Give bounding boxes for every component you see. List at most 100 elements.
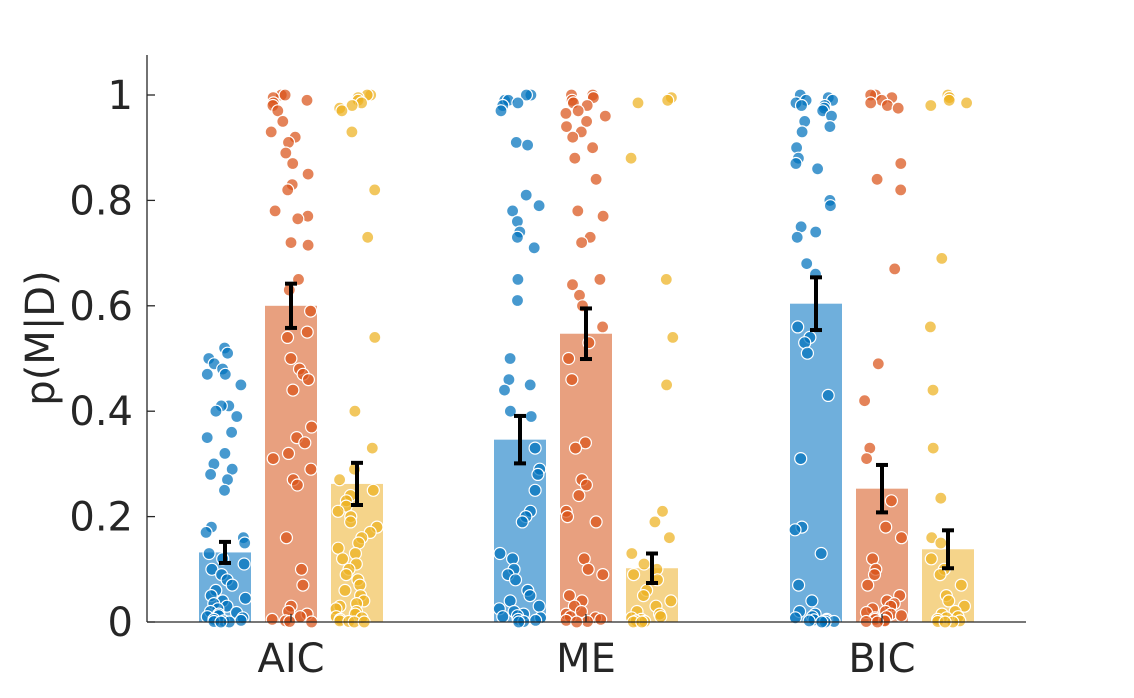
data-point bbox=[497, 383, 512, 397]
data-point bbox=[509, 135, 523, 149]
y-tick-label: 0.8 bbox=[69, 178, 133, 224]
data-point bbox=[221, 346, 235, 360]
data-point bbox=[800, 346, 815, 360]
data-point bbox=[279, 146, 293, 160]
data-point bbox=[290, 478, 304, 492]
data-point bbox=[871, 357, 885, 371]
data-point bbox=[527, 241, 541, 255]
data-point bbox=[926, 383, 940, 397]
data-point bbox=[520, 138, 535, 152]
data-point bbox=[562, 588, 577, 603]
data-point bbox=[199, 525, 213, 540]
y-tick-label: 1 bbox=[108, 73, 133, 119]
data-point bbox=[794, 452, 808, 466]
data-point bbox=[598, 109, 612, 123]
data-point bbox=[264, 125, 278, 139]
data-point bbox=[565, 278, 580, 292]
data-point bbox=[589, 172, 603, 186]
data-point bbox=[286, 383, 300, 397]
data-point bbox=[595, 320, 610, 334]
data-point bbox=[225, 578, 239, 592]
data-point bbox=[368, 183, 382, 197]
data-point bbox=[661, 93, 675, 107]
data-point bbox=[934, 491, 948, 505]
data-point bbox=[304, 304, 318, 318]
data-point bbox=[800, 257, 814, 271]
data-point bbox=[923, 320, 938, 334]
data-point bbox=[301, 238, 315, 252]
data-point bbox=[561, 351, 576, 366]
data-point bbox=[626, 567, 641, 582]
data-point bbox=[884, 494, 899, 508]
data-point bbox=[209, 404, 223, 418]
data-point bbox=[942, 594, 956, 608]
y-axis-label: p(M|D) bbox=[18, 270, 64, 405]
data-point bbox=[814, 546, 828, 561]
y-tick-label: 0 bbox=[108, 600, 133, 646]
data-point bbox=[823, 119, 837, 134]
data-point bbox=[532, 599, 546, 613]
data-point bbox=[585, 141, 600, 155]
data-point bbox=[348, 404, 362, 418]
data-point bbox=[361, 230, 375, 244]
data-point bbox=[237, 557, 251, 571]
data-point bbox=[234, 613, 248, 628]
data-point bbox=[864, 96, 878, 110]
data-point bbox=[218, 367, 232, 381]
data-point bbox=[238, 591, 252, 605]
data-point bbox=[333, 473, 347, 487]
data-point bbox=[942, 93, 956, 107]
data-point bbox=[300, 93, 314, 107]
data-point bbox=[565, 373, 579, 387]
x-tick-label-bic: BIC bbox=[848, 636, 915, 682]
y-tick-label: 0.2 bbox=[69, 495, 133, 541]
data-point bbox=[891, 101, 905, 115]
data-point bbox=[519, 88, 534, 102]
data-point bbox=[954, 578, 968, 592]
data-point bbox=[935, 251, 949, 265]
data-point bbox=[589, 515, 603, 529]
data-point bbox=[810, 162, 825, 176]
data-point bbox=[531, 467, 545, 481]
data-point bbox=[345, 98, 359, 113]
data-point bbox=[861, 578, 875, 592]
data-point bbox=[266, 452, 280, 466]
data-point bbox=[924, 552, 938, 566]
data-point bbox=[284, 351, 298, 366]
data-point bbox=[336, 552, 350, 566]
data-point bbox=[200, 431, 214, 445]
data-point bbox=[880, 98, 895, 113]
data-point bbox=[596, 567, 610, 582]
data-point bbox=[790, 230, 804, 244]
data-point bbox=[528, 441, 542, 455]
data-point bbox=[572, 488, 586, 503]
data-point bbox=[505, 204, 520, 218]
data-point bbox=[802, 614, 816, 628]
data-point bbox=[791, 578, 806, 592]
data-point bbox=[305, 420, 319, 434]
data-point bbox=[794, 98, 809, 113]
data-point bbox=[510, 293, 525, 308]
data-point bbox=[284, 236, 298, 250]
axes-layer bbox=[146, 55, 1026, 623]
data-point bbox=[894, 609, 909, 623]
data-point bbox=[581, 562, 595, 576]
data-point bbox=[238, 536, 252, 550]
data-point bbox=[568, 151, 582, 165]
data-point bbox=[300, 325, 314, 339]
data-point bbox=[496, 610, 510, 624]
data-point bbox=[821, 388, 835, 402]
data-point bbox=[568, 441, 583, 455]
data-point bbox=[204, 467, 218, 481]
errorbars-layer bbox=[219, 275, 954, 586]
data-point bbox=[571, 204, 585, 218]
data-point bbox=[494, 104, 508, 118]
data-point bbox=[276, 114, 290, 129]
data-point bbox=[339, 567, 353, 582]
data-point bbox=[924, 98, 938, 113]
data-point bbox=[867, 567, 882, 582]
data-point bbox=[515, 515, 529, 529]
data-point bbox=[510, 230, 525, 244]
data-point bbox=[523, 588, 537, 603]
